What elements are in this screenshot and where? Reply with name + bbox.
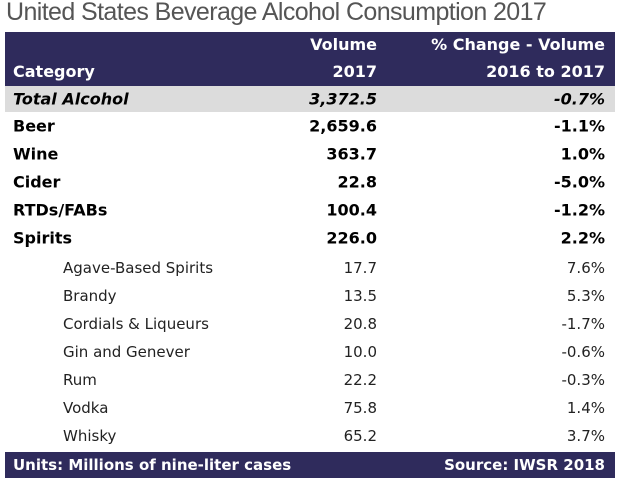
- table-row: Cider 22.8 -5.0%: [5, 168, 615, 196]
- cell-change: -1.1%: [553, 116, 605, 136]
- header-volume-line1: Volume: [310, 35, 377, 54]
- cell-category: Beer: [13, 116, 55, 136]
- cell-volume: 65.2: [343, 427, 377, 445]
- cell-volume: 20.8: [343, 315, 377, 333]
- cell-category: Cider: [13, 172, 61, 192]
- cell-volume: 75.8: [343, 399, 377, 417]
- table-row: Cordials & Liqueurs 20.8 -1.7%: [5, 310, 615, 338]
- cell-change: -5.0%: [553, 172, 605, 192]
- cell-volume: 3,372.5: [309, 89, 377, 109]
- cell-category: Cordials & Liqueurs: [63, 315, 209, 333]
- table-header: Category Volume 2017 % Change - Volume 2…: [5, 32, 615, 86]
- cell-change: -0.3%: [561, 371, 605, 389]
- table-row: Spirits 226.0 2.2%: [5, 224, 615, 252]
- cell-category: Spirits: [13, 228, 73, 248]
- table-row-total: Total Alcohol 3,372.5 -0.7%: [5, 86, 615, 112]
- cell-category: Total Alcohol: [13, 89, 129, 109]
- cell-category: Vodka: [63, 399, 109, 417]
- cell-change: 1.0%: [560, 144, 605, 164]
- cell-category: Gin and Genever: [63, 343, 190, 361]
- consumption-table: Category Volume 2017 % Change - Volume 2…: [5, 32, 615, 450]
- table-row: Beer 2,659.6 -1.1%: [5, 112, 615, 140]
- cell-category: Rum: [63, 371, 97, 389]
- cell-change: 5.3%: [566, 287, 605, 305]
- cell-change: -1.7%: [561, 315, 605, 333]
- cell-change: -0.6%: [561, 343, 605, 361]
- cell-change: -1.2%: [553, 200, 605, 220]
- header-change-line2: 2016 to 2017: [486, 62, 605, 81]
- table-row: Wine 363.7 1.0%: [5, 140, 615, 168]
- table-row: Brandy 13.5 5.3%: [5, 282, 615, 310]
- table-row: Rum 22.2 -0.3%: [5, 366, 615, 394]
- cell-change: 3.7%: [566, 427, 605, 445]
- cell-volume: 10.0: [343, 343, 377, 361]
- table-footer: Units: Millions of nine-liter cases Sour…: [5, 452, 615, 478]
- cell-change: -0.7%: [553, 89, 605, 109]
- header-volume-line2: 2017: [332, 62, 377, 81]
- page-title: United States Beverage Alcohol Consumpti…: [6, 0, 547, 26]
- cell-volume: 363.7: [326, 144, 377, 164]
- cell-category: Agave-Based Spirits: [63, 259, 214, 277]
- table-row: RTDs/FABs 100.4 -1.2%: [5, 196, 615, 224]
- cell-category: Brandy: [63, 287, 117, 305]
- table-row: Whisky 65.2 3.7%: [5, 422, 615, 450]
- cell-volume: 17.7: [343, 259, 377, 277]
- header-category: Category: [13, 62, 95, 81]
- units-note: Units: Millions of nine-liter cases: [13, 456, 292, 474]
- cell-volume: 13.5: [343, 287, 377, 305]
- source-note: Source: IWSR 2018: [444, 456, 605, 474]
- header-change-line1: % Change - Volume: [431, 35, 605, 54]
- cell-change: 2.2%: [560, 228, 605, 248]
- table-row: Gin and Genever 10.0 -0.6%: [5, 338, 615, 366]
- cell-volume: 226.0: [326, 228, 377, 248]
- cell-change: 7.6%: [566, 259, 605, 277]
- cell-category: Whisky: [63, 427, 117, 445]
- table-row: Vodka 75.8 1.4%: [5, 394, 615, 422]
- cell-volume: 22.2: [343, 371, 377, 389]
- cell-change: 1.4%: [566, 399, 605, 417]
- cell-category: RTDs/FABs: [13, 200, 108, 220]
- cell-category: Wine: [13, 144, 59, 164]
- cell-volume: 100.4: [326, 200, 377, 220]
- cell-volume: 2,659.6: [309, 116, 377, 136]
- cell-volume: 22.8: [337, 172, 377, 192]
- table-row: Agave-Based Spirits 17.7 7.6%: [5, 254, 615, 282]
